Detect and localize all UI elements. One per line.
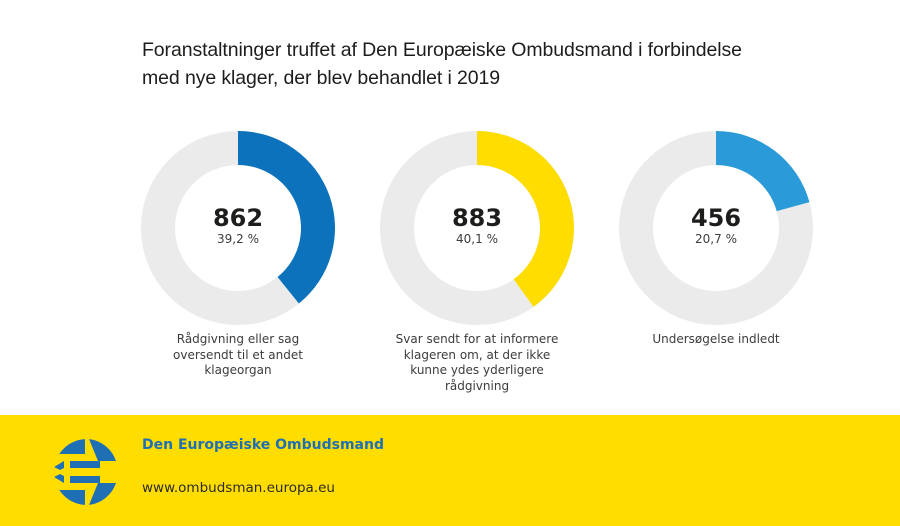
footer-banner: Den Europæiske Ombudsmand www.ombudsman.…: [0, 415, 900, 526]
value-label: 456: [690, 204, 742, 232]
caption-line: klageren om, at der ikke: [403, 347, 551, 362]
donut-1: [141, 131, 335, 325]
caption-line: oversendt til et andet: [173, 347, 303, 362]
category-caption: Svar sendt for at informere klageren om, …: [377, 332, 577, 394]
caption-line: kunne ydes yderligere: [410, 363, 544, 377]
caption-line: rådgivning: [444, 378, 510, 393]
caption-line: Undersøgelse indledt: [652, 332, 780, 346]
website-link[interactable]: www.ombudsman.europa.eu: [142, 480, 335, 496]
value-label: 883: [451, 204, 503, 232]
caption-line: Svar sendt for at informere: [395, 332, 559, 346]
caption-line: klageorgan: [204, 363, 272, 377]
caption-line: Rådgivning eller sag: [176, 332, 300, 346]
value-label: 862: [212, 204, 264, 232]
percent-label: 20,7 %: [695, 232, 737, 246]
donut-charts: 862 39,2 % Rådgivning eller sag oversendt t…: [138, 131, 816, 394]
category-caption: Rådgivning eller sag oversendt til et and…: [138, 332, 338, 379]
donut-segment: [716, 131, 810, 212]
donut-3: [619, 131, 813, 325]
donut-2: [380, 131, 574, 325]
donut-svg: [141, 131, 813, 325]
chart-title: Foranstaltninger truffet af Den Europæis…: [142, 36, 842, 92]
percent-label: 40,1 %: [456, 232, 498, 246]
organization-name: Den Europæiske Ombudsmand: [142, 437, 384, 453]
donut-segment: [238, 131, 335, 304]
chart-title-line-2: med nye klager, der blev behandlet i 201…: [142, 67, 500, 89]
percent-label: 39,2 %: [217, 232, 259, 246]
category-caption: Undersøgelse indledt: [616, 332, 816, 348]
european-ombudsman-logo-icon: [54, 439, 116, 505]
donut-segment: [477, 131, 574, 307]
chart-title-line-1: Foranstaltninger truffet af Den Europæis…: [142, 39, 742, 61]
